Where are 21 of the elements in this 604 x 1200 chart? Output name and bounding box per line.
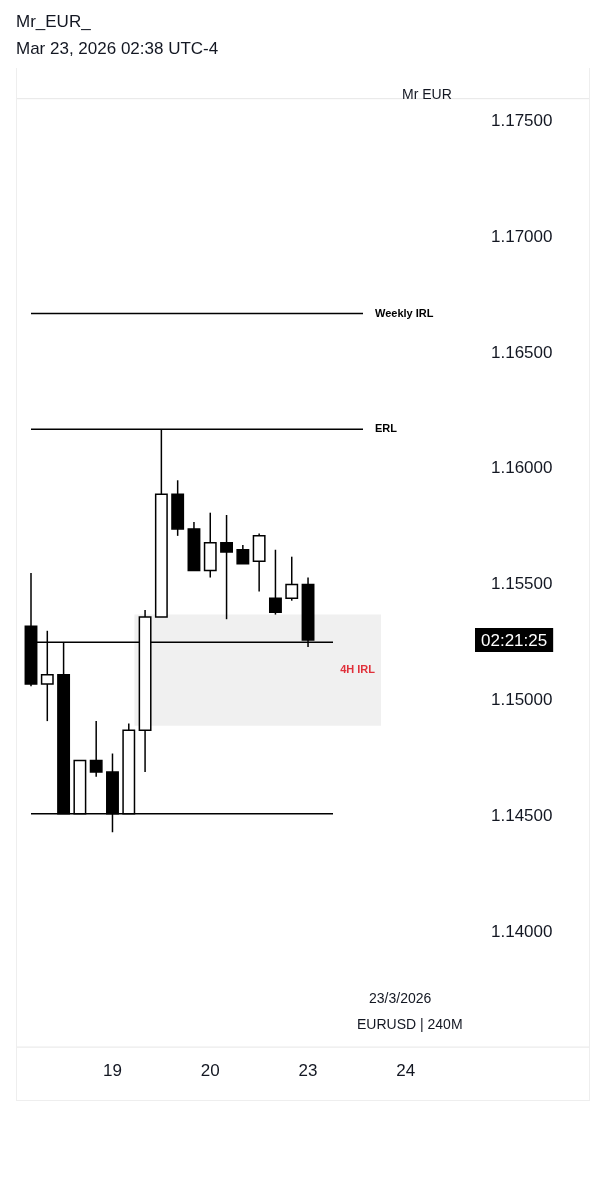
annotation: EURUSD | 240M bbox=[357, 1016, 463, 1032]
chart-subtitle: Mar 23, 2026 02:38 UTC-4 bbox=[16, 38, 220, 60]
y-tick-label: 1.14000 bbox=[491, 921, 553, 941]
x-tick-label: 24 bbox=[396, 1061, 416, 1081]
x-tick-label: 19 bbox=[103, 1061, 122, 1081]
y-tick-label: 1.16000 bbox=[491, 458, 553, 478]
y-tick-label: 1.15000 bbox=[491, 689, 553, 709]
y-tick-label: 1.15500 bbox=[491, 574, 553, 594]
annotation: 23/3/2026 bbox=[369, 990, 432, 1006]
chart-title: Mr_EUR_ bbox=[16, 11, 92, 33]
text: 02:21:25 bbox=[481, 630, 548, 650]
x-tick-label: 23 bbox=[298, 1061, 318, 1081]
x-tick-label: 20 bbox=[200, 1061, 220, 1081]
y-tick-label: 1.17500 bbox=[491, 111, 553, 131]
ref-line-label: ERL bbox=[375, 422, 398, 435]
y-tick-label: 1.14500 bbox=[491, 805, 553, 825]
ref-line-label: Weekly IRL bbox=[375, 306, 434, 319]
y-tick-label: 1.17000 bbox=[491, 226, 553, 246]
y-tick-label: 1.16500 bbox=[491, 342, 553, 362]
annotation: Mr EUR bbox=[402, 86, 452, 102]
band-label: 4H IRL bbox=[340, 663, 376, 676]
